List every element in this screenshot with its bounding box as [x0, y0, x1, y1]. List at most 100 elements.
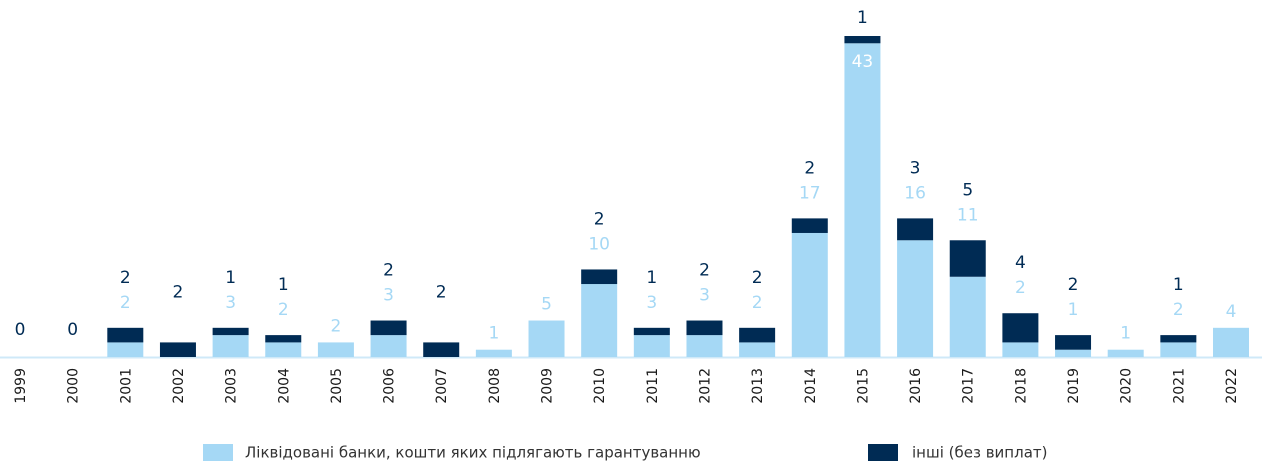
- bar: [791, 218, 828, 233]
- data-label: 1: [1120, 324, 1131, 344]
- bar: [475, 349, 512, 357]
- data-label: 2: [330, 316, 341, 336]
- x-tick-label: 2017: [961, 368, 977, 404]
- bar: [107, 342, 144, 357]
- bar: [897, 240, 934, 357]
- x-tick-label: 1999: [13, 368, 29, 404]
- data-label: 5: [962, 180, 973, 200]
- bar: [739, 342, 776, 357]
- bar: [686, 320, 723, 336]
- x-tick-label: 2019: [1066, 368, 1082, 404]
- data-label: 2: [278, 300, 289, 320]
- data-label: 2: [120, 293, 131, 313]
- bar: [370, 320, 407, 336]
- bar: [1002, 342, 1039, 357]
- x-tick-label: 2002: [171, 368, 187, 404]
- data-label: 3: [646, 293, 657, 313]
- bar: [423, 342, 460, 357]
- data-label: 17: [799, 183, 821, 203]
- data-label: 3: [699, 286, 710, 306]
- data-label: 3: [383, 286, 394, 306]
- x-tick-label: 2007: [434, 368, 450, 404]
- x-tick-label: 2003: [224, 368, 240, 404]
- data-label: 2: [699, 261, 710, 281]
- bar: [528, 320, 565, 357]
- bar: [212, 335, 249, 357]
- bar: [1107, 349, 1144, 357]
- bar: [1002, 313, 1039, 343]
- bar: [265, 342, 302, 357]
- x-tick-label: 2020: [1119, 368, 1135, 404]
- data-label: 0: [15, 320, 26, 340]
- bar: [686, 335, 723, 357]
- bar: [1160, 335, 1197, 343]
- data-label: 1: [488, 324, 499, 344]
- bar: [265, 335, 302, 343]
- data-label: 1: [857, 8, 868, 28]
- bar: [370, 335, 407, 357]
- legend-swatch: [203, 444, 233, 461]
- x-tick-label: 2021: [1171, 368, 1187, 404]
- x-tick-label: 2008: [487, 368, 503, 404]
- bar: [1160, 342, 1197, 357]
- x-tick-label: 2022: [1224, 368, 1240, 404]
- data-label: 2: [752, 268, 763, 288]
- data-label: 2: [383, 261, 394, 281]
- data-label: 3: [225, 293, 236, 313]
- data-label: 0: [67, 320, 78, 340]
- data-label: 1: [278, 275, 289, 295]
- data-label: 3: [910, 158, 921, 178]
- bar: [1055, 349, 1092, 357]
- data-label: 43: [852, 52, 874, 72]
- x-tick-label: 2011: [645, 368, 661, 404]
- x-tick-label: 2006: [382, 368, 398, 404]
- data-label: 2: [804, 158, 815, 178]
- legend-label: інші (без виплат): [912, 444, 1047, 461]
- x-tick-label: 2013: [750, 368, 766, 404]
- bar: [633, 327, 670, 336]
- x-tick-label: 2016: [908, 368, 924, 404]
- x-tick-label: 2004: [276, 368, 292, 404]
- bar: [633, 335, 670, 357]
- bar: [317, 342, 354, 357]
- bar: [949, 276, 986, 357]
- data-label: 2: [1068, 275, 1079, 295]
- data-label: 1: [225, 268, 236, 288]
- data-label: 4: [1226, 302, 1237, 322]
- bar: [791, 232, 828, 357]
- bar: [844, 36, 881, 44]
- x-tick-label: 2015: [855, 368, 871, 404]
- bar: [212, 327, 249, 336]
- bar: [844, 43, 881, 357]
- legend-label: Ліквідовані банки, кошти яких підлягають…: [245, 444, 701, 461]
- data-label: 4: [1015, 253, 1026, 273]
- data-label: 2: [594, 209, 605, 229]
- data-label: 11: [957, 205, 979, 225]
- data-label: 5: [541, 295, 552, 315]
- data-label: 16: [904, 183, 926, 203]
- data-label: 2: [120, 268, 131, 288]
- legend-swatch: [868, 444, 898, 461]
- data-label: 2: [1015, 278, 1026, 298]
- bar: [581, 269, 618, 285]
- data-label: 10: [588, 234, 610, 254]
- data-label: 2: [436, 282, 447, 302]
- bar: [107, 327, 144, 343]
- x-tick-label: 2010: [592, 368, 608, 404]
- data-label: 1: [646, 268, 657, 288]
- bar: [1055, 335, 1092, 350]
- bar: [739, 327, 776, 343]
- x-tick-label: 2001: [118, 368, 134, 404]
- data-label: 2: [173, 282, 184, 302]
- bar: [581, 284, 618, 357]
- x-tick-label: 2005: [329, 368, 345, 404]
- x-tick-label: 2014: [803, 368, 819, 404]
- bar: [897, 218, 934, 241]
- x-tick-label: 2012: [697, 368, 713, 404]
- x-tick-label: 2000: [66, 368, 82, 404]
- bar: [159, 342, 196, 357]
- x-tick-label: 2018: [1013, 368, 1029, 404]
- bar: [949, 240, 986, 277]
- data-label: 2: [752, 293, 763, 313]
